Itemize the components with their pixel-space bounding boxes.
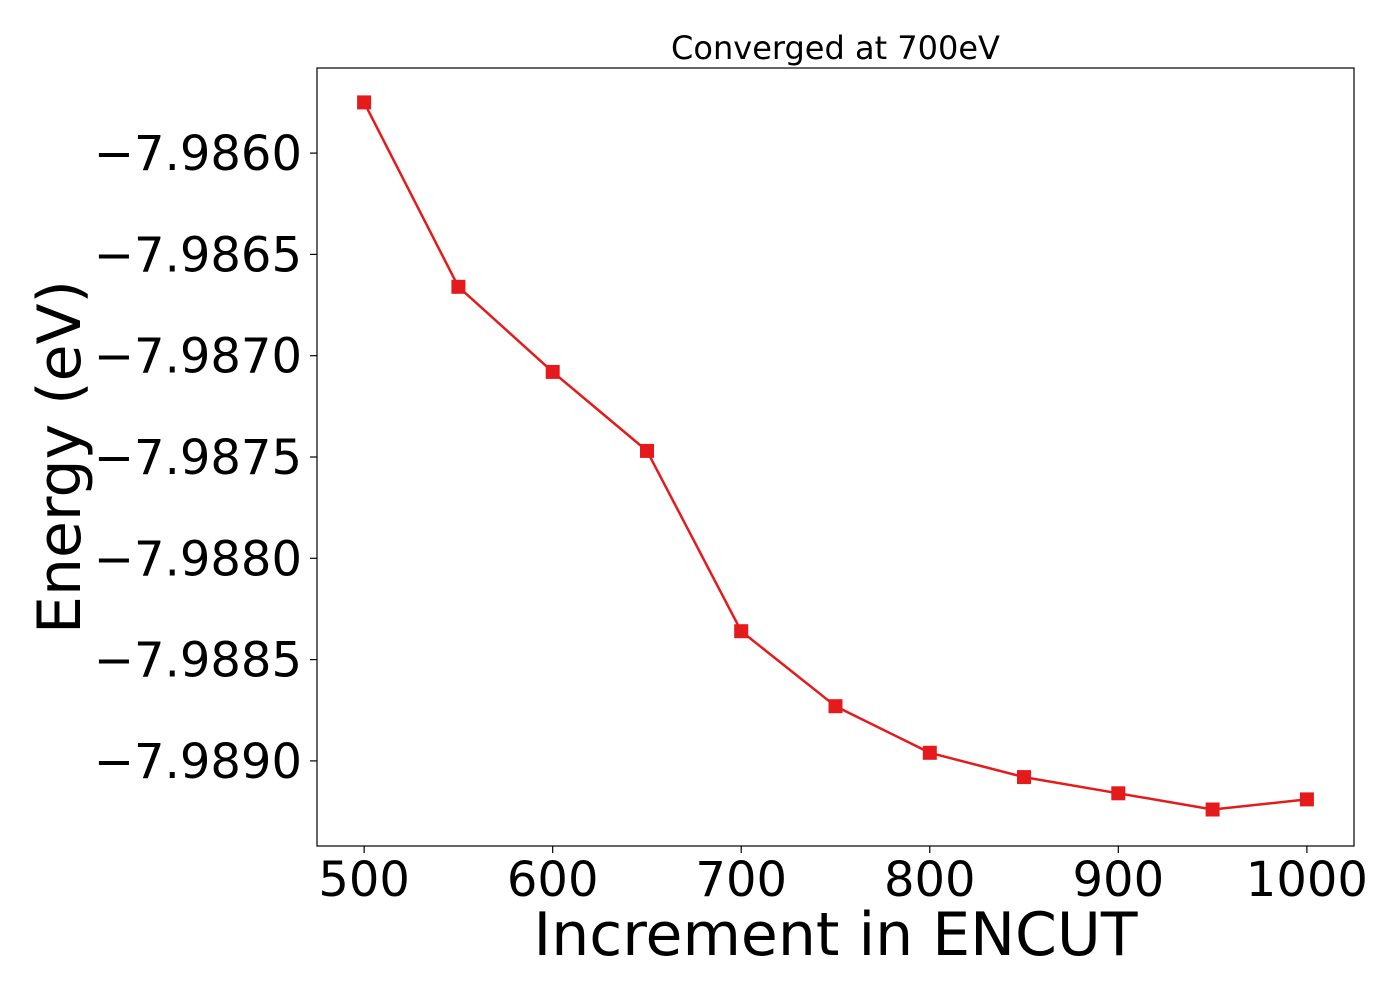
data-point-marker <box>545 364 560 379</box>
data-point-marker <box>1205 802 1220 817</box>
axis-ticks: 500 600 700 800 900 1000 −7.9860 −7.9865 −7.9870… <box>94 126 1368 908</box>
data-point-marker <box>1017 770 1031 785</box>
y-tick-label: −7.9885 <box>94 633 302 689</box>
plot-series <box>357 95 1314 817</box>
y-tick-label: −7.9875 <box>94 430 302 486</box>
y-tick-label: −7.9890 <box>94 734 302 790</box>
x-axis-label: Increment in ENCUT <box>534 900 1138 970</box>
y-tick-label: −7.9860 <box>94 126 302 182</box>
data-point-marker <box>1111 786 1126 801</box>
x-tick-label: 500 <box>318 852 410 908</box>
data-point-marker <box>1299 792 1314 807</box>
data-point-marker <box>357 95 372 110</box>
y-axis-label: Energy (eV) <box>25 280 95 634</box>
data-point-marker <box>734 624 749 639</box>
x-tick-label: 900 <box>1073 852 1165 908</box>
y-tick-label: −7.9870 <box>94 329 302 385</box>
data-point-marker <box>640 443 654 458</box>
chart-title: Converged at 700eV <box>671 29 1000 67</box>
x-tick-label: 700 <box>695 852 787 908</box>
y-tick-label: −7.9865 <box>94 227 302 283</box>
y-tick-label: −7.9880 <box>94 531 302 587</box>
data-point-marker <box>922 745 937 760</box>
data-point-marker <box>451 279 466 294</box>
plot-frame <box>316 67 1355 847</box>
x-tick-label: 600 <box>507 852 599 908</box>
x-tick-label: 1000 <box>1246 852 1368 908</box>
data-point-marker <box>828 699 843 714</box>
x-tick-label: 800 <box>884 852 976 908</box>
